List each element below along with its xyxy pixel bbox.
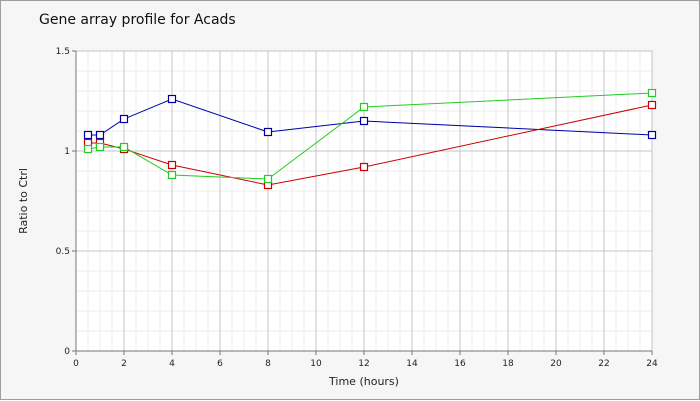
- y-tick-label: 0: [64, 347, 70, 357]
- x-tick-label: 24: [646, 359, 658, 369]
- x-tick-label: 16: [454, 359, 466, 369]
- y-axis-label: Ratio to Ctrl: [17, 168, 30, 234]
- data-point: [167, 94, 177, 104]
- data-point: [263, 127, 273, 137]
- x-tick-label: 2: [121, 359, 127, 369]
- y-tick-label: 1.5: [56, 47, 70, 57]
- x-axis-label: Time (hours): [328, 375, 399, 388]
- data-point: [359, 102, 369, 112]
- data-point: [263, 174, 273, 184]
- x-tick-label: 22: [598, 359, 609, 369]
- data-point: [95, 142, 105, 152]
- data-point: [359, 116, 369, 126]
- y-tick-label: 0.5: [56, 247, 70, 257]
- data-point: [95, 130, 105, 140]
- data-point: [119, 114, 129, 124]
- series-3: [83, 88, 657, 184]
- data-point: [83, 144, 93, 154]
- x-tick-label: 4: [169, 359, 175, 369]
- data-point: [119, 142, 129, 152]
- x-tick-label: 6: [217, 359, 223, 369]
- data-point: [359, 162, 369, 172]
- data-point: [647, 130, 657, 140]
- x-tick-label: 18: [502, 359, 514, 369]
- x-tick-label: 14: [406, 359, 418, 369]
- x-tick-label: 0: [73, 359, 79, 369]
- data-point: [647, 100, 657, 110]
- x-tick-label: 20: [550, 359, 562, 369]
- axes: [72, 50, 653, 355]
- series-1: [83, 94, 657, 140]
- data-point: [167, 160, 177, 170]
- x-tick-label: 10: [310, 359, 322, 369]
- y-tick-label: 1: [64, 147, 70, 157]
- data-point: [647, 88, 657, 98]
- x-tick-label: 8: [265, 359, 271, 369]
- data-point: [167, 170, 177, 180]
- series-layer: [83, 88, 657, 190]
- data-point: [83, 130, 93, 140]
- x-tick-label: 12: [358, 359, 369, 369]
- chart-title: Gene array profile for Acads: [39, 12, 236, 28]
